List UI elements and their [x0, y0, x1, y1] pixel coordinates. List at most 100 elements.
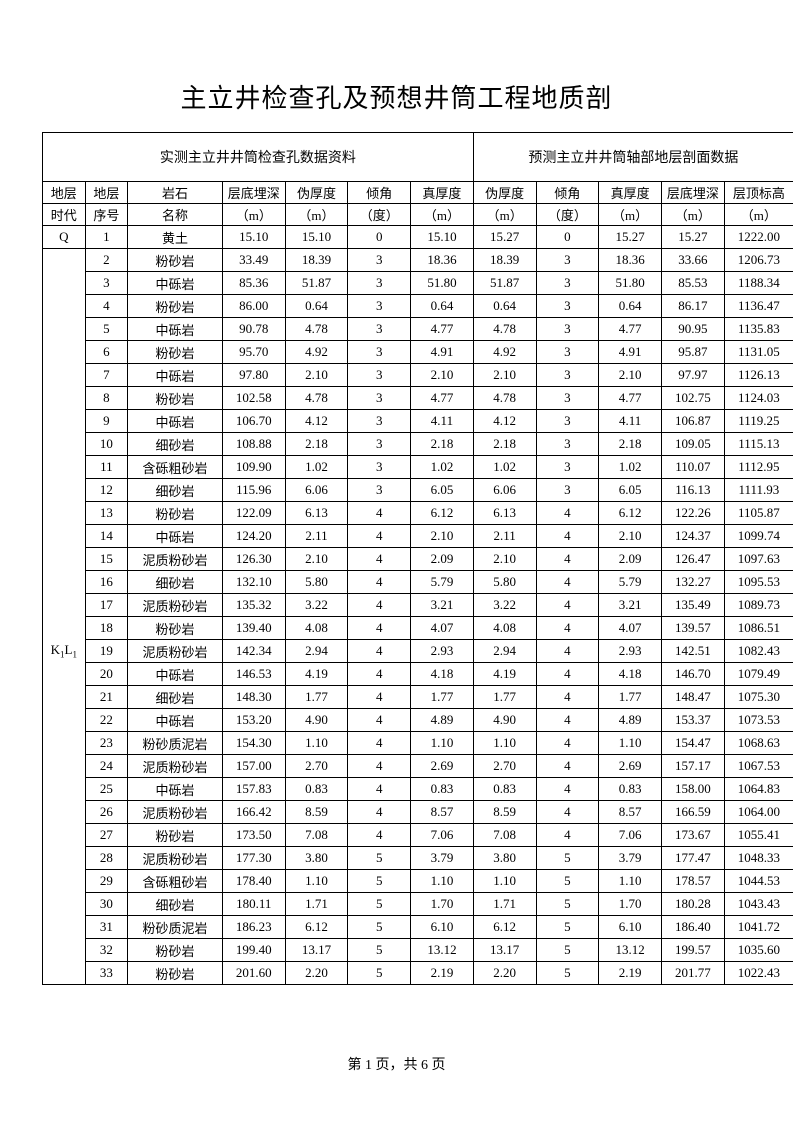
cell-c8: 139.57: [661, 617, 724, 640]
cell-c9: 1206.73: [724, 249, 793, 272]
cell-c1: 95.70: [222, 341, 285, 364]
cell-c2: 4.78: [285, 387, 348, 410]
cell-rock: 粉砂岩: [128, 939, 223, 962]
cell-c3: 4: [348, 824, 411, 847]
cell-c6: 4: [536, 686, 599, 709]
cell-c5: 2.11: [473, 525, 536, 548]
table-row: 24泥质粉砂岩157.002.7042.692.7042.69157.17106…: [43, 755, 793, 778]
cell-c3: 4: [348, 732, 411, 755]
cell-c9: 1222.00: [724, 226, 793, 249]
cell-c1: 126.30: [222, 548, 285, 571]
cell-c4: 0.64: [411, 295, 474, 318]
cell-c7: 2.69: [599, 755, 662, 778]
cell-rock: 细砂岩: [128, 433, 223, 456]
cell-c8: 102.75: [661, 387, 724, 410]
cell-c8: 97.97: [661, 364, 724, 387]
cell-seq: 32: [85, 939, 128, 962]
cell-c8: 122.26: [661, 502, 724, 525]
cell-c8: 199.57: [661, 939, 724, 962]
cell-c7: 13.12: [599, 939, 662, 962]
table-row: 23粉砂质泥岩154.301.1041.101.1041.10154.47106…: [43, 732, 793, 755]
cell-c6: 4: [536, 617, 599, 640]
cell-c7: 6.05: [599, 479, 662, 502]
cell-c5: 0.64: [473, 295, 536, 318]
cell-c3: 3: [348, 410, 411, 433]
cell-rock: 粉砂岩: [128, 295, 223, 318]
cell-c6: 4: [536, 640, 599, 663]
cell-c8: 124.37: [661, 525, 724, 548]
cell-c1: 157.00: [222, 755, 285, 778]
cell-c2: 2.20: [285, 962, 348, 985]
cell-c1: 201.60: [222, 962, 285, 985]
cell-c5: 4.90: [473, 709, 536, 732]
table-header-row-2: 时代 序号 名称 （m） （m） （度） （m） （m） （度） （m） （m）…: [43, 204, 793, 226]
cell-c9: 1099.74: [724, 525, 793, 548]
cell-c2: 4.08: [285, 617, 348, 640]
cell-c3: 5: [348, 939, 411, 962]
cell-c3: 4: [348, 548, 411, 571]
cell-c1: 85.36: [222, 272, 285, 295]
table-row: 3中砾岩85.3651.87351.8051.87351.8085.531188…: [43, 272, 793, 295]
cell-seq: 11: [85, 456, 128, 479]
cell-c8: 86.17: [661, 295, 724, 318]
cell-c3: 0: [348, 226, 411, 249]
table-row: 32粉砂岩199.4013.17513.1213.17513.12199.571…: [43, 939, 793, 962]
col-c7-1: 真厚度: [599, 182, 662, 204]
cell-c4: 8.57: [411, 801, 474, 824]
cell-seq: 31: [85, 916, 128, 939]
cell-c4: 18.36: [411, 249, 474, 272]
cell-seq: 4: [85, 295, 128, 318]
cell-c6: 3: [536, 295, 599, 318]
col-c9-1: 层顶标高: [724, 182, 793, 204]
cell-c1: 157.83: [222, 778, 285, 801]
cell-c7: 1.02: [599, 456, 662, 479]
cell-c8: 158.00: [661, 778, 724, 801]
cell-c5: 2.20: [473, 962, 536, 985]
cell-seq: 1: [85, 226, 128, 249]
cell-c7: 18.36: [599, 249, 662, 272]
cell-c2: 6.06: [285, 479, 348, 502]
cell-c7: 4.77: [599, 387, 662, 410]
cell-c6: 5: [536, 916, 599, 939]
table-row: 20中砾岩146.534.1944.184.1944.18146.701079.…: [43, 663, 793, 686]
cell-c6: 4: [536, 571, 599, 594]
cell-c3: 3: [348, 341, 411, 364]
era-k-top: [43, 249, 86, 640]
cell-c9: 1097.63: [724, 548, 793, 571]
cell-c5: 1.71: [473, 893, 536, 916]
cell-c7: 6.12: [599, 502, 662, 525]
cell-c8: 106.87: [661, 410, 724, 433]
cell-c9: 1188.34: [724, 272, 793, 295]
cell-c5: 1.02: [473, 456, 536, 479]
cell-c9: 1055.41: [724, 824, 793, 847]
cell-rock: 粉砂岩: [128, 617, 223, 640]
cell-rock: 粉砂岩: [128, 249, 223, 272]
cell-c7: 1.70: [599, 893, 662, 916]
table-row: 15泥质粉砂岩126.302.1042.092.1042.09126.47109…: [43, 548, 793, 571]
cell-c3: 4: [348, 502, 411, 525]
cell-c5: 6.06: [473, 479, 536, 502]
cell-c8: 135.49: [661, 594, 724, 617]
cell-c8: 116.13: [661, 479, 724, 502]
cell-c7: 15.27: [599, 226, 662, 249]
cell-c5: 4.19: [473, 663, 536, 686]
col-c2-1: 伪厚度: [285, 182, 348, 204]
cell-rock: 泥质粉砂岩: [128, 801, 223, 824]
table-row: 18粉砂岩139.404.0844.074.0844.07139.571086.…: [43, 617, 793, 640]
col-seq-2: 序号: [85, 204, 128, 226]
cell-c9: 1131.05: [724, 341, 793, 364]
cell-c2: 3.22: [285, 594, 348, 617]
table-body: Q1黄土15.1015.10015.1015.27015.2715.271222…: [43, 226, 793, 985]
cell-c2: 2.94: [285, 640, 348, 663]
cell-c5: 2.70: [473, 755, 536, 778]
cell-c4: 3.79: [411, 847, 474, 870]
cell-c7: 0.64: [599, 295, 662, 318]
cell-c1: 33.49: [222, 249, 285, 272]
cell-c3: 4: [348, 801, 411, 824]
cell-c9: 1119.25: [724, 410, 793, 433]
cell-c8: 166.59: [661, 801, 724, 824]
cell-rock: 中砾岩: [128, 272, 223, 295]
cell-c5: 51.87: [473, 272, 536, 295]
cell-c5: 1.77: [473, 686, 536, 709]
cell-c9: 1126.13: [724, 364, 793, 387]
